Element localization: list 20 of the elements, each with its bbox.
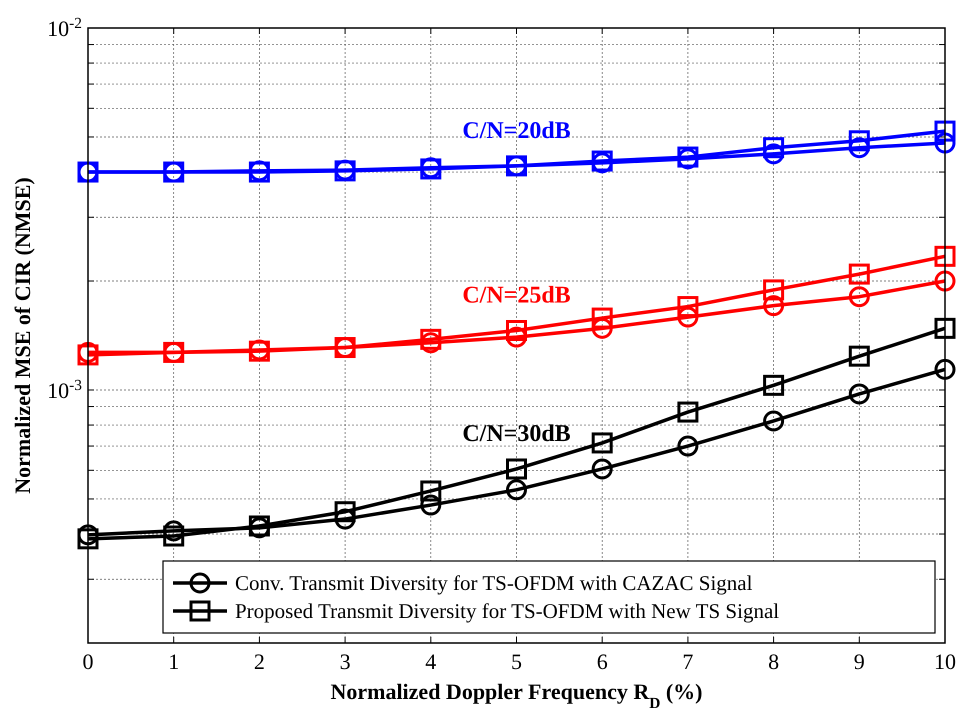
annotation: C/N=20dB xyxy=(462,118,571,144)
x-tick-label: 10 xyxy=(934,649,956,674)
x-tick-label: 9 xyxy=(854,649,865,674)
x-tick-label: 3 xyxy=(340,649,351,674)
x-tick-label: 6 xyxy=(596,649,608,674)
y-tick-label: 10$^{-3}$ xyxy=(47,376,82,403)
x-tick-label: 0 xyxy=(82,649,94,674)
x-tick-label: 2 xyxy=(254,649,265,674)
x-tick-label: 8 xyxy=(768,649,780,674)
x-tick-label: 5 xyxy=(511,649,522,674)
annotation: C/N=30dB xyxy=(462,420,571,447)
annotation: C/N=25dB xyxy=(462,282,571,308)
legend-label: Proposed Transmit Diversity for TS-OFDM with New TS Signal xyxy=(235,599,780,623)
x-tick-label: 1 xyxy=(168,649,180,674)
legend-label: Conv. Transmit Diversity for TS-OFDM with CAZAC Signal xyxy=(235,571,753,595)
x-axis-title: Normalized Doppler Frequency R$_{D}$ (%) xyxy=(330,679,703,712)
y-axis-title: Normalized MSE of CIR (NMSE) xyxy=(10,177,35,494)
x-tick-label: 4 xyxy=(425,649,436,674)
y-tick-label: 10$^{-2}$ xyxy=(47,14,82,41)
x-tick-label: 7 xyxy=(682,649,694,674)
